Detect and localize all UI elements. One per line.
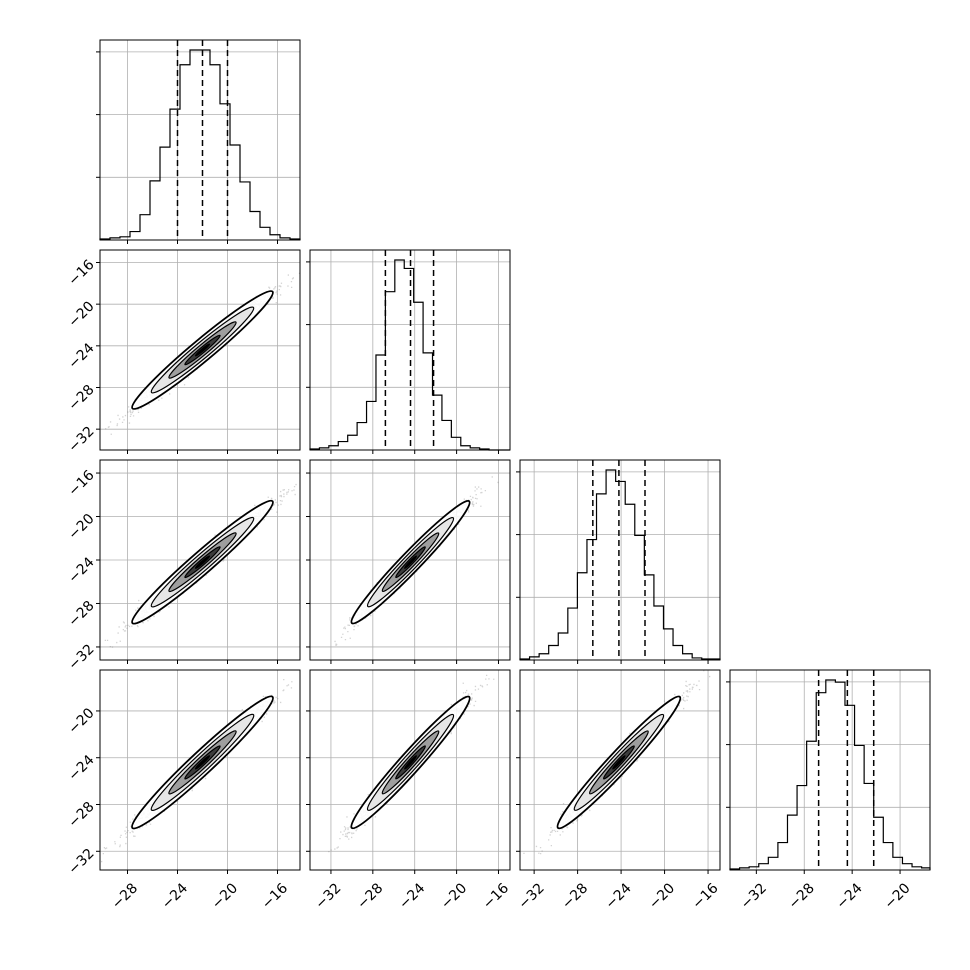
panel-content [100, 250, 300, 450]
panel-content [100, 460, 300, 660]
x-tick-label: −28 [354, 880, 386, 912]
panel-frame [309, 459, 511, 661]
y-tick-label: −20 [65, 511, 97, 543]
panel-content [310, 670, 510, 870]
x-tick-label: −28 [559, 880, 591, 912]
panel-frame [729, 669, 931, 871]
x-tick-label: −16 [259, 880, 291, 912]
y-tick-label: −20 [65, 705, 97, 737]
y-tick-label: −28 [65, 799, 97, 831]
panel-frame [99, 249, 301, 451]
contour-core [404, 555, 418, 569]
contour-core [194, 555, 211, 569]
y-tick-label: −32 [65, 846, 97, 878]
y-tick-label: −16 [65, 467, 97, 499]
x-tick-label: −28 [786, 880, 818, 912]
panel-frame [99, 39, 301, 241]
panel-content [100, 670, 300, 870]
x-tick-label: −32 [312, 880, 344, 912]
x-tick-label: −32 [738, 880, 770, 912]
y-tick-label: −20 [65, 299, 97, 331]
y-tick-label: −32 [65, 641, 97, 673]
panel-content [520, 670, 720, 870]
contour-core [404, 755, 418, 770]
x-tick-label: −16 [689, 880, 721, 912]
histogram-3 [729, 679, 931, 870]
y-tick-label: −16 [65, 257, 97, 289]
x-tick-label: −16 [480, 880, 512, 912]
x-tick-label: −32 [516, 880, 548, 912]
diag-panel-3 [726, 669, 931, 874]
pair-panel-3-1 [306, 669, 511, 874]
pair-panel-1-0: −16 −20 −24 −28 −32 [65, 249, 301, 456]
contour-core [194, 343, 211, 357]
histogram-1 [309, 259, 510, 451]
y-tick-label: −24 [65, 752, 97, 784]
x-tick-label: −24 [602, 880, 634, 912]
pair-panel-3-2 [516, 669, 721, 874]
pair-panel-3-0: −20 −24 −28 −32 [65, 669, 301, 878]
diag-panel-0 [96, 39, 301, 244]
y-tick-label: −24 [65, 340, 97, 372]
x-tick-label: −28 [109, 880, 141, 912]
panel-content [310, 460, 510, 660]
contour-core [194, 755, 211, 770]
panel-frame [519, 459, 721, 661]
panel-frame [99, 459, 301, 661]
x-tick-label: −20 [646, 880, 678, 912]
x-tick-label: −24 [396, 880, 428, 912]
panel-frame [309, 669, 511, 871]
pair-panel-2-0: −16 −20 −24 −28 −32 [65, 459, 301, 674]
diag-panel-2 [516, 459, 721, 664]
x-tick-label: −20 [438, 880, 470, 912]
x-tick-label: −20 [881, 880, 913, 912]
histogram-0 [99, 49, 301, 240]
y-tick-label: −32 [65, 424, 97, 456]
panel-frame [519, 669, 721, 871]
x-tick-label: −20 [209, 880, 241, 912]
panel-frame [309, 249, 511, 451]
histogram-2 [519, 469, 721, 660]
y-tick-label: −28 [65, 598, 97, 630]
x-tick-label: −24 [159, 880, 191, 912]
diag-panel-1 [306, 249, 511, 454]
y-tick-label: −28 [65, 382, 97, 414]
contour-core [612, 755, 626, 770]
panel-frame [99, 669, 301, 871]
y-tick-label: −24 [65, 554, 97, 586]
x-tick-label: −24 [834, 880, 866, 912]
pair-panel-2-1 [306, 459, 511, 664]
